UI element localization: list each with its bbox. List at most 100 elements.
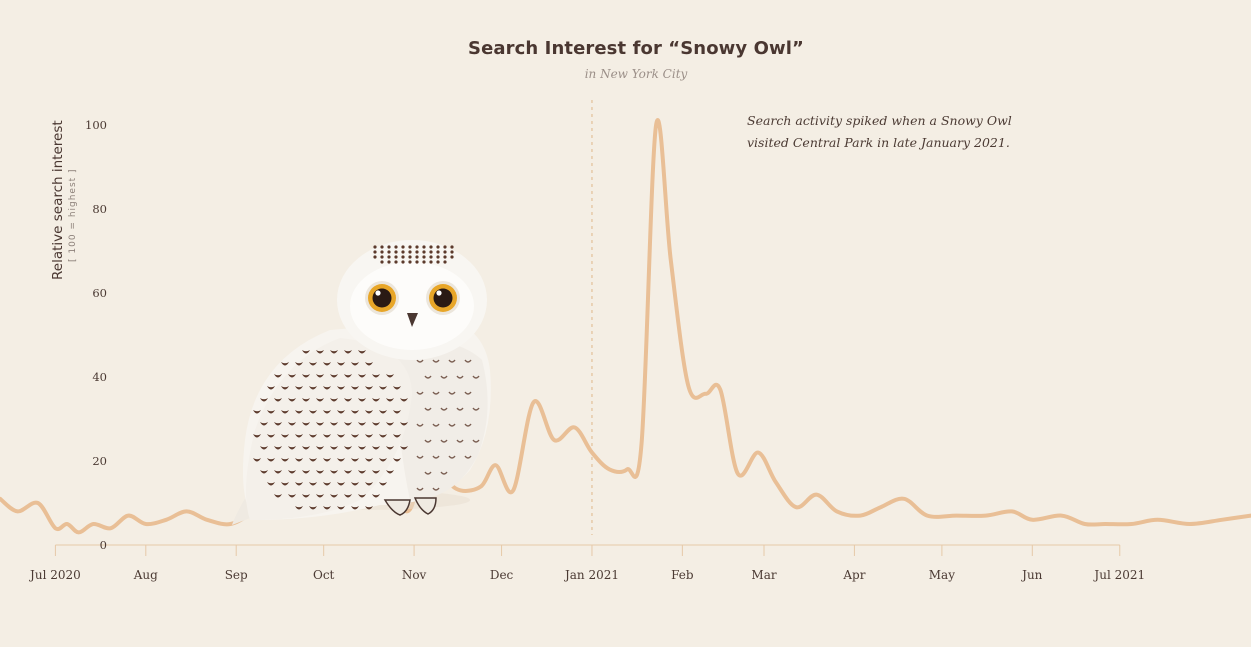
owl-spot [316, 374, 324, 378]
owl-spot [330, 494, 338, 498]
owl-spot [316, 350, 324, 354]
owl-spot [472, 439, 480, 443]
owl-spot [302, 350, 310, 354]
owl-spot [394, 250, 398, 254]
owl-spot [358, 350, 366, 354]
owl-spot [288, 422, 296, 426]
owl-spot [387, 260, 391, 264]
owl-spot [387, 250, 391, 254]
owl-spot [358, 494, 366, 498]
owl-spot [440, 407, 448, 411]
owl-spot [380, 255, 384, 259]
owl-spot [450, 245, 454, 249]
owl-spot [372, 422, 380, 426]
owl-breast [395, 339, 488, 500]
x-tick-label: Jul 2020 [28, 568, 81, 582]
owl-spot [337, 386, 345, 390]
owl-spot [373, 250, 377, 254]
owl-spot [274, 374, 282, 378]
owl-spot [351, 410, 359, 414]
owl-spot [323, 386, 331, 390]
y-tick-label: 60 [92, 286, 107, 300]
owl-spot [316, 398, 324, 402]
owl-spot [295, 386, 303, 390]
owl-spot [432, 359, 440, 363]
owl-spot [330, 374, 338, 378]
owl-spot [422, 255, 426, 259]
owl-spot [415, 250, 419, 254]
owl-spot [424, 375, 432, 379]
owl-feet [383, 497, 437, 516]
owl-spot [432, 455, 440, 459]
owl-spot [380, 250, 384, 254]
owl-spot [330, 398, 338, 402]
owl-spot [408, 260, 412, 264]
owl-spot [344, 422, 352, 426]
x-tick-label: May [929, 568, 955, 582]
owl-spot [472, 375, 480, 379]
owl-spot [274, 422, 282, 426]
owl-spot [295, 362, 303, 366]
owl-spot [267, 458, 275, 462]
x-tick-label: Oct [313, 568, 335, 582]
owl-spot [260, 422, 268, 426]
owl-spot [440, 471, 448, 475]
owl-spot [267, 410, 275, 414]
owl-spot [379, 482, 387, 486]
owl-spot [358, 374, 366, 378]
owl-spot [429, 255, 433, 259]
owl-spot [344, 446, 352, 450]
owl-spot [295, 458, 303, 462]
owl-spot [401, 245, 405, 249]
owl-spot [337, 362, 345, 366]
owl-spot [416, 423, 424, 427]
owl-spot [351, 434, 359, 438]
owl-spot [436, 260, 440, 264]
owl-spot [288, 494, 296, 498]
owl-spot [344, 470, 352, 474]
owl-spot [295, 482, 303, 486]
owl-spot [443, 245, 447, 249]
owl-spot [440, 439, 448, 443]
owl-spot [464, 423, 472, 427]
owl-spot [394, 260, 398, 264]
owl-spot [274, 446, 282, 450]
owl-spot [416, 359, 424, 363]
owl-spot [274, 398, 282, 402]
owl-spot [344, 494, 352, 498]
owl-spot [267, 386, 275, 390]
owl-spot [309, 362, 317, 366]
owl-wing [246, 338, 412, 520]
owl-spot [380, 245, 384, 249]
owl-spot [450, 250, 454, 254]
x-tick-label: Apr [842, 568, 865, 582]
owl-spot [358, 422, 366, 426]
owl-spot [464, 359, 472, 363]
owl-spot [372, 446, 380, 450]
owl-spot [372, 494, 380, 498]
owl-spot [337, 410, 345, 414]
owl-spot [365, 482, 373, 486]
owl-spot [309, 458, 317, 462]
series-line [0, 118, 1251, 535]
owl-spot [288, 470, 296, 474]
owl-spot [393, 458, 401, 462]
owl-spot [281, 386, 289, 390]
owl-spot [323, 362, 331, 366]
chart-title: Search Interest for “Snowy Owl” [468, 38, 804, 59]
y-tick-label: 40 [92, 370, 107, 384]
owl-spot [424, 439, 432, 443]
annotation-line: visited Central Park in late January 202… [747, 135, 1010, 150]
x-tick-label: Aug [133, 568, 158, 582]
owl-spot [436, 245, 440, 249]
owl-spot [379, 458, 387, 462]
owl-spot [337, 458, 345, 462]
owl-spot [386, 374, 394, 378]
owl-spot [323, 482, 331, 486]
owl-spot [302, 470, 310, 474]
owl-spot [372, 398, 380, 402]
owl-spot [401, 260, 405, 264]
owl-eyes [365, 281, 460, 315]
owl-spot [323, 506, 331, 510]
